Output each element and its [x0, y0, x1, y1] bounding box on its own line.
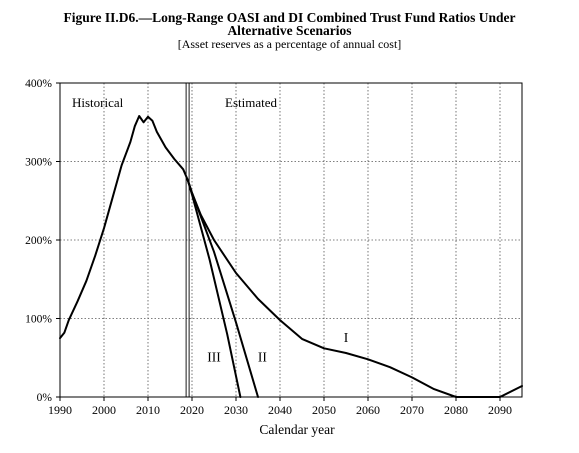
x-tick-label: 2090	[488, 403, 512, 417]
x-tick-label: 2030	[224, 403, 248, 417]
x-tick-label: 2070	[400, 403, 424, 417]
y-tick-label: 400%	[25, 78, 52, 90]
series-label-iii: III	[207, 350, 221, 365]
chart-subtitle: [Asset reserves as a percentage of annua…	[177, 37, 402, 51]
x-tick-label: 2060	[356, 403, 380, 417]
x-tick-label: 1990	[48, 403, 72, 417]
y-tick-label: 0%	[37, 392, 53, 404]
x-tick-label: 2080	[444, 403, 468, 417]
y-tick-label: 200%	[25, 235, 52, 247]
series-label-ii: II	[258, 350, 267, 365]
x-tick-label: 2010	[136, 403, 160, 417]
series-line-iii	[186, 178, 242, 398]
x-tick-label: 2000	[92, 403, 116, 417]
x-axis-label: Calendar year	[259, 422, 335, 437]
x-tick-label: 2020	[180, 403, 204, 417]
axes	[56, 82, 523, 401]
gridlines	[60, 83, 522, 397]
series-line-i	[186, 178, 523, 398]
tick-labels: 1990 2000 2010 2020 2030 2040 2050 2060 2070 2080…	[25, 78, 512, 417]
series-line-historical	[59, 115, 189, 340]
y-tick-label: 300%	[25, 157, 52, 169]
y-tick-label: 100%	[25, 314, 52, 326]
x-tick-label: 2050	[312, 403, 336, 417]
chart-title: Figure II.D6.—Long-Range OASI and DI Com…	[63, 10, 516, 25]
series-label-i: I	[344, 330, 349, 345]
series-line-ii	[186, 178, 259, 398]
region-label-historical: Historical	[72, 95, 124, 110]
chart-title-line-2: Alternative Scenarios	[227, 23, 352, 38]
plot-frame	[59, 82, 523, 398]
x-tick-label: 2040	[268, 403, 292, 417]
series-lines	[59, 115, 523, 398]
region-label-estimated: Estimated	[225, 95, 277, 110]
